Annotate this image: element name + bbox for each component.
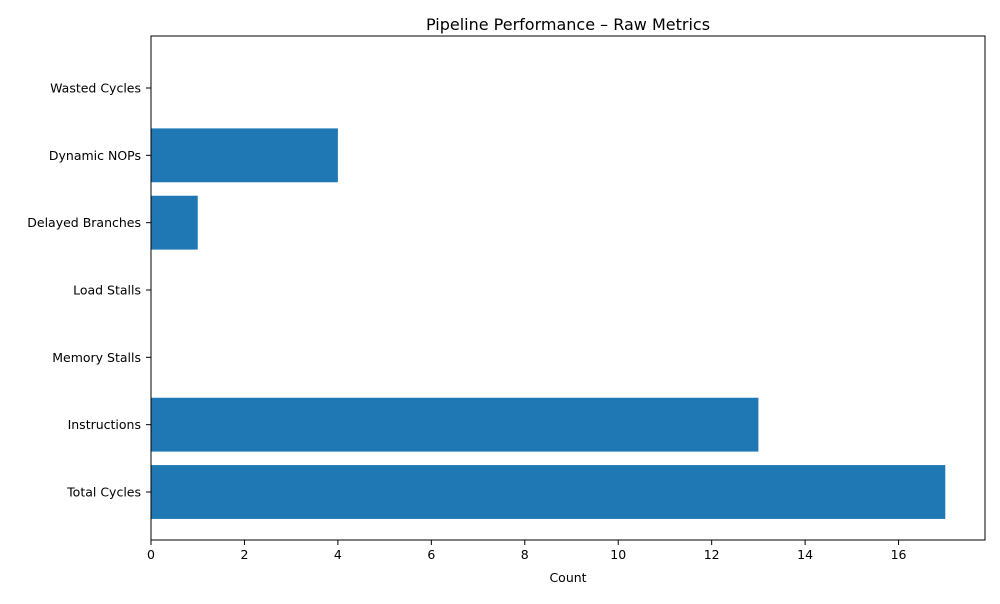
y-tick-label-load-stalls: Load Stalls <box>73 283 141 298</box>
x-tick-label-0: 0 <box>147 547 155 562</box>
y-tick-label-delayed-branches: Delayed Branches <box>27 215 141 230</box>
bar-instructions <box>151 397 759 452</box>
y-tick-label-total-cycles: Total Cycles <box>66 485 141 500</box>
y-axis: Total Cycles Instructions Memory Stalls Loa… <box>27 81 151 500</box>
y-tick-label-memory-stalls: Memory Stalls <box>52 350 141 365</box>
x-tick-label-6: 6 <box>427 547 435 562</box>
x-tick-label-4: 4 <box>334 547 342 562</box>
x-axis-label: Count <box>549 570 586 585</box>
bars-layer <box>151 128 946 519</box>
x-tick-label-10: 10 <box>610 547 626 562</box>
x-tick-label-14: 14 <box>797 547 813 562</box>
y-tick-label-wasted-cycles: Wasted Cycles <box>50 81 141 96</box>
x-tick-label-2: 2 <box>240 547 248 562</box>
chart-title: Pipeline Performance – Raw Metrics <box>426 15 710 34</box>
x-tick-label-16: 16 <box>891 547 907 562</box>
bar-dynamic-nops <box>151 128 338 183</box>
x-tick-label-12: 12 <box>704 547 720 562</box>
y-tick-label-dynamic-nops: Dynamic NOPs <box>49 148 141 163</box>
x-axis: 0 2 4 6 8 10 12 14 16 <box>147 540 907 562</box>
y-tick-label-instructions: Instructions <box>68 417 141 432</box>
plot-frame <box>150 35 986 541</box>
x-tick-label-8: 8 <box>521 547 529 562</box>
bar-delayed-branches <box>151 195 198 250</box>
bar-total-cycles <box>151 465 946 519</box>
